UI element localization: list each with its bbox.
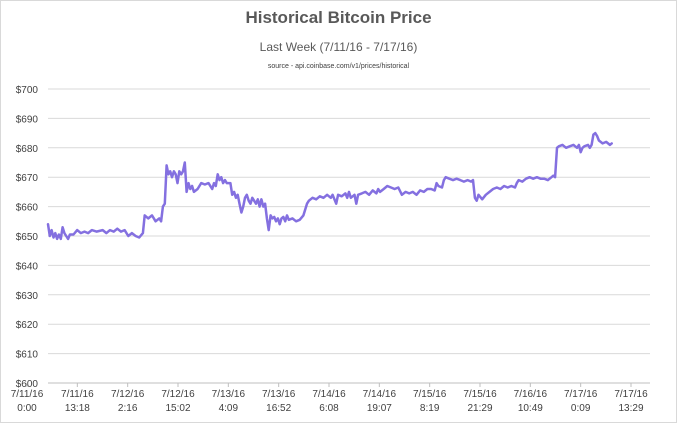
y-tick-label: $640 — [16, 261, 39, 272]
x-tick-label-date: 7/13/16 — [262, 389, 296, 400]
x-tick-label-date: 7/14/16 — [312, 389, 346, 400]
x-tick-label-date: 7/13/16 — [212, 389, 246, 400]
x-tick-label-date: 7/17/16 — [614, 389, 648, 400]
x-tick-label-time: 19:07 — [367, 403, 392, 414]
x-tick-label-date: 7/11/16 — [11, 389, 44, 400]
x-tick-label-time: 16:52 — [266, 403, 291, 414]
x-tick-label-time: 8:19 — [420, 403, 440, 414]
chart-source-note: source - api.coinbase.com/v1/prices/hist… — [267, 63, 410, 70]
x-tick-label-date: 7/11/16 — [61, 389, 94, 400]
x-tick-label-time: 4:09 — [219, 403, 239, 414]
x-tick-label-time: 2:16 — [118, 403, 138, 414]
y-tick-label: $620 — [16, 320, 39, 331]
x-tick-label-time: 6:08 — [319, 403, 339, 414]
x-tick-label-date: 7/14/16 — [363, 389, 397, 400]
y-tick-label: $670 — [16, 173, 39, 184]
x-tick-label-time: 13:29 — [618, 403, 643, 414]
x-tick-label-date: 7/16/16 — [514, 389, 548, 400]
y-tick-label: $630 — [16, 291, 39, 302]
x-tick-label-date: 7/17/16 — [564, 389, 598, 400]
y-tick-label: $700 — [16, 85, 39, 96]
x-tick-label-date: 7/12/16 — [111, 389, 145, 400]
y-tick-label: $680 — [16, 144, 39, 155]
x-tick-label-time: 0:09 — [571, 403, 591, 414]
gridlines — [48, 88, 650, 384]
x-tick-label-time: 0:00 — [17, 403, 37, 414]
x-tick-label-time: 21:29 — [467, 403, 492, 414]
x-tick-label-date: 7/15/16 — [413, 389, 447, 400]
x-tick-label-time: 10:49 — [518, 403, 543, 414]
price-series-line — [46, 131, 613, 241]
y-tick-label: $690 — [16, 114, 39, 125]
chart-title: Historical Bitcoin Price — [245, 8, 432, 27]
y-tick-label: $660 — [16, 203, 39, 214]
y-tick-label: $610 — [16, 350, 39, 361]
chart-subtitle: Last Week (7/11/16 - 7/17/16) — [259, 40, 418, 54]
x-tick-label-date: 7/12/16 — [161, 389, 195, 400]
y-tick-label: $650 — [16, 232, 39, 243]
y-axis: $700 $690 $680 $670 $660 $650 $640 $630 $620 $610… — [16, 85, 39, 390]
x-tick-label-date: 7/15/16 — [463, 389, 497, 400]
x-axis: 7/11/16 0:00 7/11/16 13:18 7/12/16 2:16 7/12/1… — [11, 383, 648, 414]
series-layer — [46, 131, 613, 241]
x-tick-label-time: 13:18 — [65, 403, 90, 414]
x-tick-label-time: 15:02 — [165, 403, 190, 414]
